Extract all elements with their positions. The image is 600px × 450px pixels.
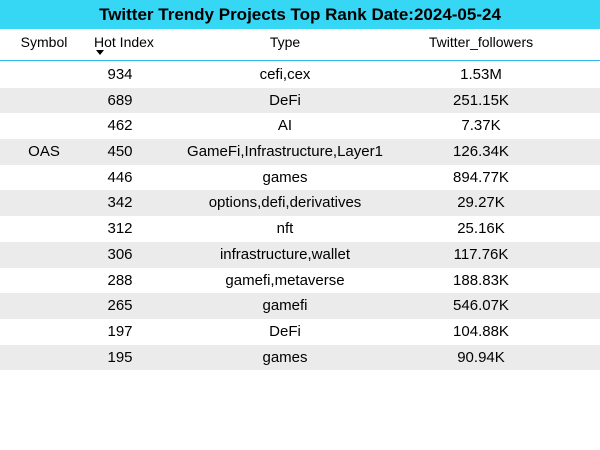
column-header-twitter-followers[interactable]: Twitter_followers [428, 34, 534, 50]
cell-hot-index: 288 [107, 271, 133, 289]
cell-type: DeFi [269, 91, 301, 109]
table-row: 265 gamefi 546.07K [0, 293, 600, 319]
table-row: 288 gamefi,metaverse 188.83K [0, 268, 600, 294]
column-header-symbol[interactable]: Symbol [20, 34, 68, 50]
cell-twitter-followers: 90.94K [457, 348, 505, 366]
cell-hot-index: 265 [107, 297, 133, 315]
cell-hot-index: 312 [107, 220, 133, 238]
table-row: OAS 450 GameFi,Infrastructure,Layer1 126.34… [0, 139, 600, 165]
cell-twitter-followers: 546.07K [453, 297, 509, 315]
cell-twitter-followers: 1.53M [460, 66, 502, 83]
cell-type: GameFi,Infrastructure,Layer1 [187, 143, 383, 161]
cell-twitter-followers: 894.77K [453, 168, 509, 186]
cell-hot-index: 342 [107, 194, 133, 212]
table-row: 462 AI 7.37K [0, 113, 600, 139]
cell-twitter-followers: 117.76K [453, 245, 509, 263]
cell-hot-index: 195 [107, 348, 133, 366]
cell-type: games [262, 168, 308, 186]
cell-twitter-followers: 126.34K [453, 143, 509, 161]
table-row: 312 nft 25.16K [0, 216, 600, 242]
table-row: 197 DeFi 104.88K [0, 319, 600, 345]
column-header-hot-index[interactable]: Hot Index [94, 34, 154, 50]
sort-descending-icon[interactable] [96, 50, 104, 55]
table-row: 306 infrastructure,wallet 117.76K [0, 241, 600, 268]
cell-type: DeFi [269, 322, 301, 340]
cell-type: nft [276, 220, 294, 238]
cell-type: AI [277, 117, 293, 135]
cell-hot-index: 934 [107, 66, 133, 83]
table-row: 446 games 894.77K [0, 165, 600, 191]
cell-hot-index: 306 [107, 245, 133, 263]
cell-twitter-followers: 7.37K [461, 117, 501, 135]
cell-hot-index: 197 [107, 322, 133, 340]
cell-type: games [262, 348, 308, 366]
table-row: 195 games 90.94K [0, 344, 600, 371]
column-header-type[interactable]: Type [269, 34, 301, 50]
table-row: 689 DeFi 251.15K [0, 87, 600, 114]
cell-twitter-followers: 251.15K [453, 91, 509, 109]
cell-twitter-followers: 29.27K [457, 194, 505, 212]
cell-type: gamefi [262, 297, 308, 315]
cell-symbol: OAS [28, 143, 60, 161]
cell-type: cefi,cex [259, 66, 311, 83]
cell-type: options,defi,derivatives [208, 194, 362, 212]
table-title: Twitter Trendy Projects Top Rank Date:20… [99, 4, 501, 24]
table-header-row: Symbol Hot Index Type Twitter_followers [0, 29, 600, 61]
cell-type: gamefi,metaverse [225, 271, 345, 289]
cell-twitter-followers: 104.88K [453, 322, 509, 340]
table-body: 934 cefi,cex 1.53M 689 DeFi 251.15K 462 AI 7.37K… [0, 62, 600, 371]
cell-hot-index: 450 [107, 143, 133, 161]
cell-hot-index: 446 [107, 168, 133, 186]
cell-twitter-followers: 188.83K [453, 271, 509, 289]
cell-hot-index: 462 [107, 117, 133, 135]
title-bar: Twitter Trendy Projects Top Rank Date:20… [0, 0, 600, 29]
table-row: 934 cefi,cex 1.53M [0, 62, 600, 88]
cell-type: infrastructure,wallet [219, 245, 351, 263]
cell-hot-index: 689 [107, 91, 133, 109]
cell-twitter-followers: 25.16K [457, 220, 505, 238]
table-row: 342 options,defi,derivatives 29.27K [0, 190, 600, 217]
